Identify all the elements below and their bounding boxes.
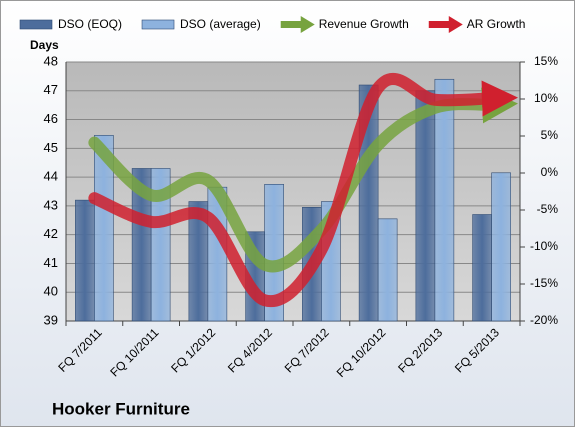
bar xyxy=(150,168,171,322)
legend-label: DSO (average) xyxy=(180,17,261,31)
legend-swatch xyxy=(448,16,463,33)
line xyxy=(88,73,519,308)
y2-tick-label: 0% xyxy=(541,165,559,179)
y-tick-label: 45 xyxy=(44,140,58,155)
y-tick-label: 48 xyxy=(44,53,58,68)
y2-tick-label: 5% xyxy=(541,128,559,142)
y-tick-label: 40 xyxy=(44,284,58,299)
y2-tick-label: -5% xyxy=(537,202,559,216)
bar xyxy=(415,90,436,322)
bar xyxy=(264,184,284,322)
y-tick-label: 41 xyxy=(44,255,58,270)
y2-tick-label: -20% xyxy=(530,313,558,327)
chart-title: Hooker Furniture xyxy=(52,399,190,418)
bar xyxy=(434,78,455,322)
bar xyxy=(94,135,114,322)
y-tick-label: 46 xyxy=(44,111,58,126)
legend-swatch xyxy=(141,19,175,30)
bar xyxy=(75,199,95,322)
y2-tick-label: -15% xyxy=(530,276,558,290)
y-tick-label: 44 xyxy=(44,169,58,184)
y2-tick-label: -10% xyxy=(530,239,558,253)
legend-swatch xyxy=(300,16,315,33)
y-tick-label: 42 xyxy=(44,226,58,241)
bar xyxy=(491,172,511,322)
legend-label: DSO (EOQ) xyxy=(58,17,122,31)
line xyxy=(88,87,518,273)
y-axis-label: Days xyxy=(30,38,59,52)
legend-swatch xyxy=(19,19,53,30)
y-tick-label: 39 xyxy=(44,312,58,327)
bar xyxy=(377,218,398,322)
y-tick-label: 43 xyxy=(44,197,58,212)
legend-label: Revenue Growth xyxy=(319,17,409,31)
y-tick-label: 47 xyxy=(44,82,58,97)
y2-tick-label: 10% xyxy=(534,91,558,105)
bar xyxy=(472,214,492,322)
y2-tick-label: 15% xyxy=(534,54,558,68)
legend-label: AR Growth xyxy=(467,17,526,31)
